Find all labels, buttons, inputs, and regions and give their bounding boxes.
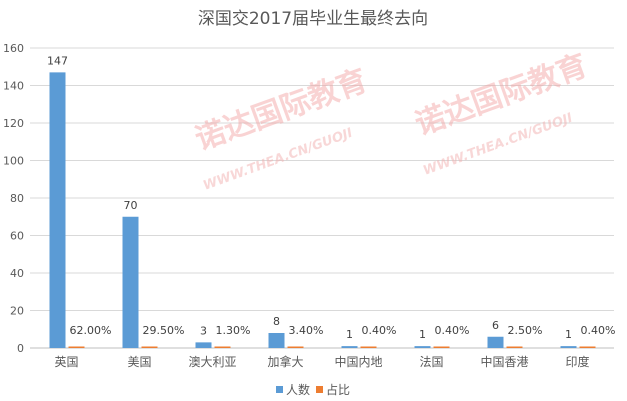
data-label-ratio: 0.40% bbox=[581, 324, 616, 337]
x-category-label: 中国香港 bbox=[480, 354, 528, 369]
data-label-people: 6 bbox=[492, 319, 499, 332]
data-label-ratio: 2.50% bbox=[508, 324, 543, 337]
bar-ratio bbox=[506, 346, 523, 348]
legend-swatch-people bbox=[276, 386, 283, 393]
x-category-label: 加拿大 bbox=[267, 354, 303, 369]
data-label-ratio: 3.40% bbox=[289, 324, 324, 337]
y-tick-label: 100 bbox=[3, 155, 24, 168]
bar-people bbox=[560, 346, 577, 348]
y-tick-label: 20 bbox=[10, 305, 24, 318]
bar-people bbox=[49, 72, 66, 348]
bar-ratio bbox=[214, 346, 231, 348]
y-tick-label: 60 bbox=[10, 230, 24, 243]
bar-ratio bbox=[287, 346, 304, 348]
x-category-label: 英国 bbox=[54, 355, 78, 369]
data-label-people: 70 bbox=[124, 199, 138, 212]
data-label-people: 147 bbox=[47, 54, 68, 67]
bar-people bbox=[268, 333, 285, 348]
bar-ratio bbox=[433, 346, 450, 348]
x-category-label: 美国 bbox=[127, 355, 151, 369]
data-label-ratio: 62.00% bbox=[70, 324, 112, 337]
bar-ratio bbox=[68, 346, 85, 348]
bar-ratio bbox=[141, 346, 158, 348]
x-category-label: 印度 bbox=[565, 354, 589, 369]
legend-label-ratio: 占比 bbox=[326, 382, 350, 397]
bar-people bbox=[341, 346, 358, 348]
data-label-ratio: 29.50% bbox=[143, 324, 185, 337]
bar-ratio bbox=[579, 346, 596, 348]
data-label-ratio: 0.40% bbox=[362, 324, 397, 337]
x-category-label: 法国 bbox=[419, 355, 443, 369]
y-tick-label: 80 bbox=[10, 192, 24, 205]
data-label-people: 1 bbox=[565, 328, 572, 341]
data-label-ratio: 1.30% bbox=[216, 324, 251, 337]
bar-ratio bbox=[360, 346, 377, 348]
x-category-label: 中国内地 bbox=[334, 354, 382, 369]
x-category-label: 澳大利亚 bbox=[188, 355, 236, 369]
y-tick-label: 40 bbox=[10, 267, 24, 280]
legend-swatch-ratio bbox=[316, 386, 323, 393]
y-tick-label: 140 bbox=[3, 80, 24, 93]
chart-title: 深国交2017届毕业生最终去向 bbox=[198, 9, 428, 29]
data-label-people: 3 bbox=[200, 324, 207, 337]
data-label-people: 1 bbox=[346, 328, 353, 341]
y-tick-label: 0 bbox=[17, 342, 24, 355]
legend: 人数 占比 bbox=[276, 382, 350, 397]
bar-people bbox=[414, 346, 431, 348]
bar-people bbox=[122, 216, 139, 348]
y-tick-label: 120 bbox=[3, 117, 24, 130]
data-label-people: 1 bbox=[419, 328, 426, 341]
y-tick-label: 160 bbox=[3, 42, 24, 55]
legend-label-people: 人数 bbox=[286, 382, 310, 397]
bar-people bbox=[195, 342, 212, 348]
watermark: 诺达国际教育 WWW.THEA.CN/GUOJI 诺达国际教育 WWW.THEA… bbox=[191, 48, 592, 194]
data-label-ratio: 0.40% bbox=[435, 324, 470, 337]
bar-people bbox=[487, 336, 504, 348]
data-label-people: 8 bbox=[273, 315, 280, 328]
